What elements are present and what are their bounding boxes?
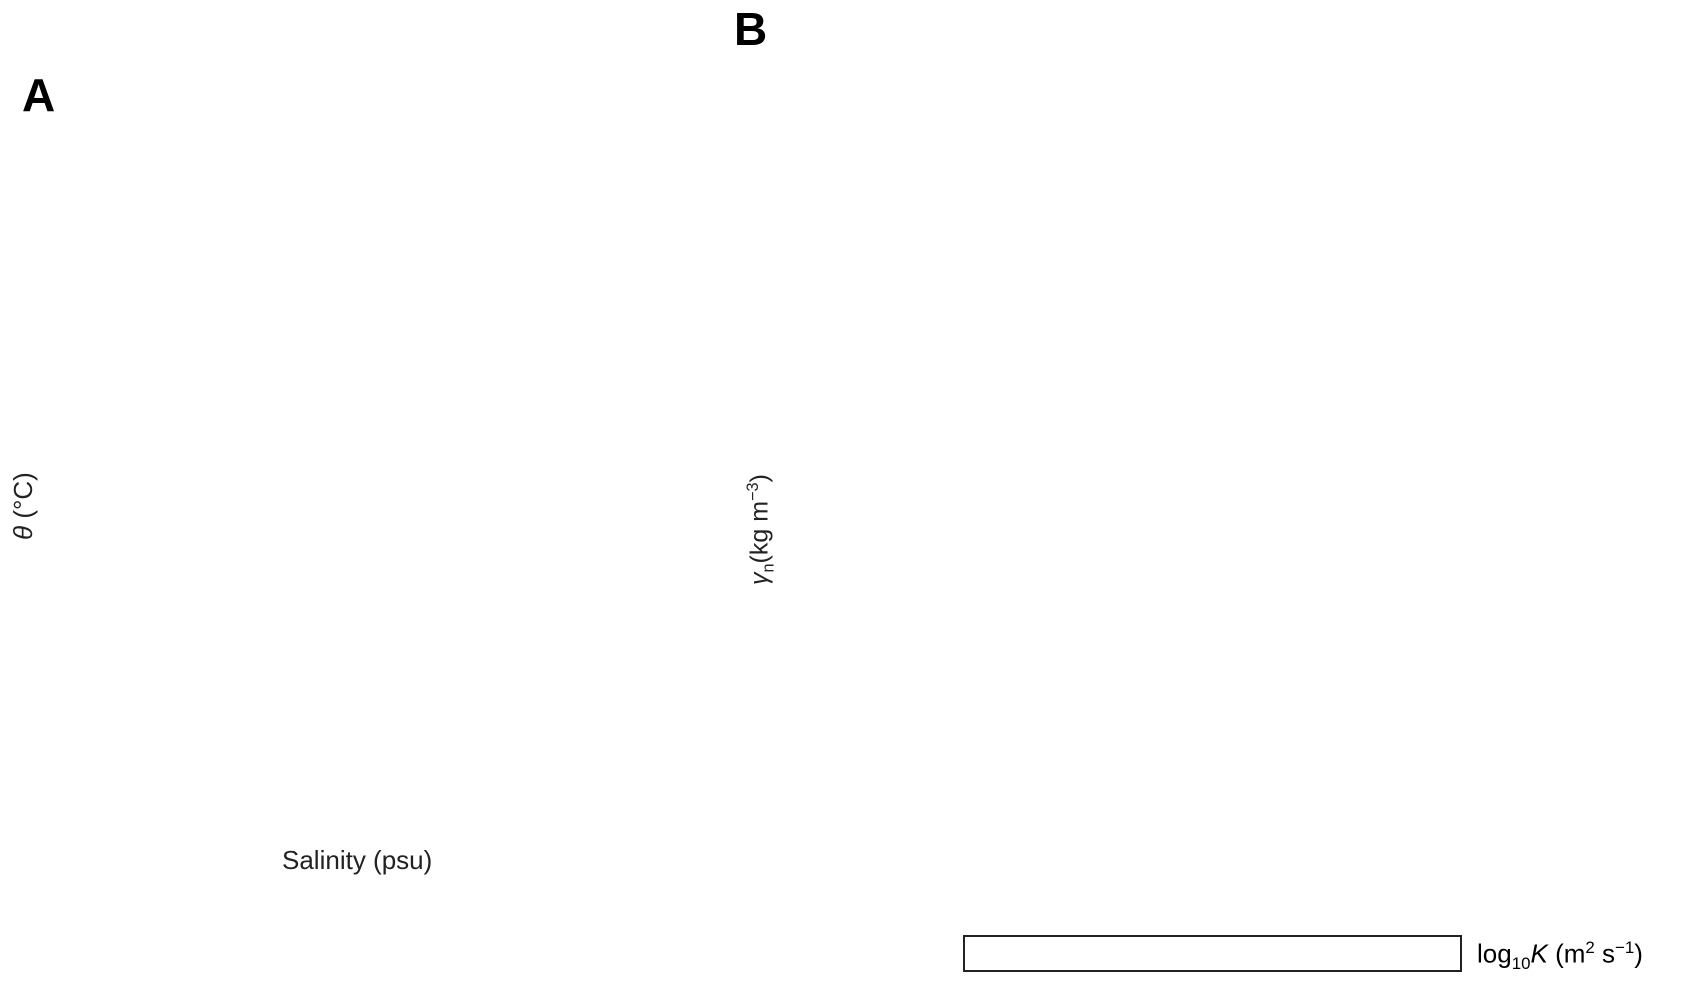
cb-K: K xyxy=(1530,938,1548,969)
diffusivity-section-heatmap xyxy=(855,125,1692,883)
cb-sup1: 2 xyxy=(1585,938,1595,957)
colorbar-title: log10K (m2 s−1) xyxy=(1477,938,1643,974)
cb-u1: (m xyxy=(1547,938,1586,969)
colorbar xyxy=(963,935,1462,972)
cb-log-sub: 10 xyxy=(1511,953,1531,973)
panel-a-xaxis-title: Salinity (psu) xyxy=(282,845,433,875)
cb-u2: s xyxy=(1594,938,1616,969)
panel-a-letter: A xyxy=(22,69,56,121)
cb-log: log xyxy=(1477,938,1512,969)
cb-sup2: −1 xyxy=(1615,938,1635,957)
panel-b-letter: B xyxy=(734,3,768,55)
cb-u3: ) xyxy=(1634,938,1643,969)
